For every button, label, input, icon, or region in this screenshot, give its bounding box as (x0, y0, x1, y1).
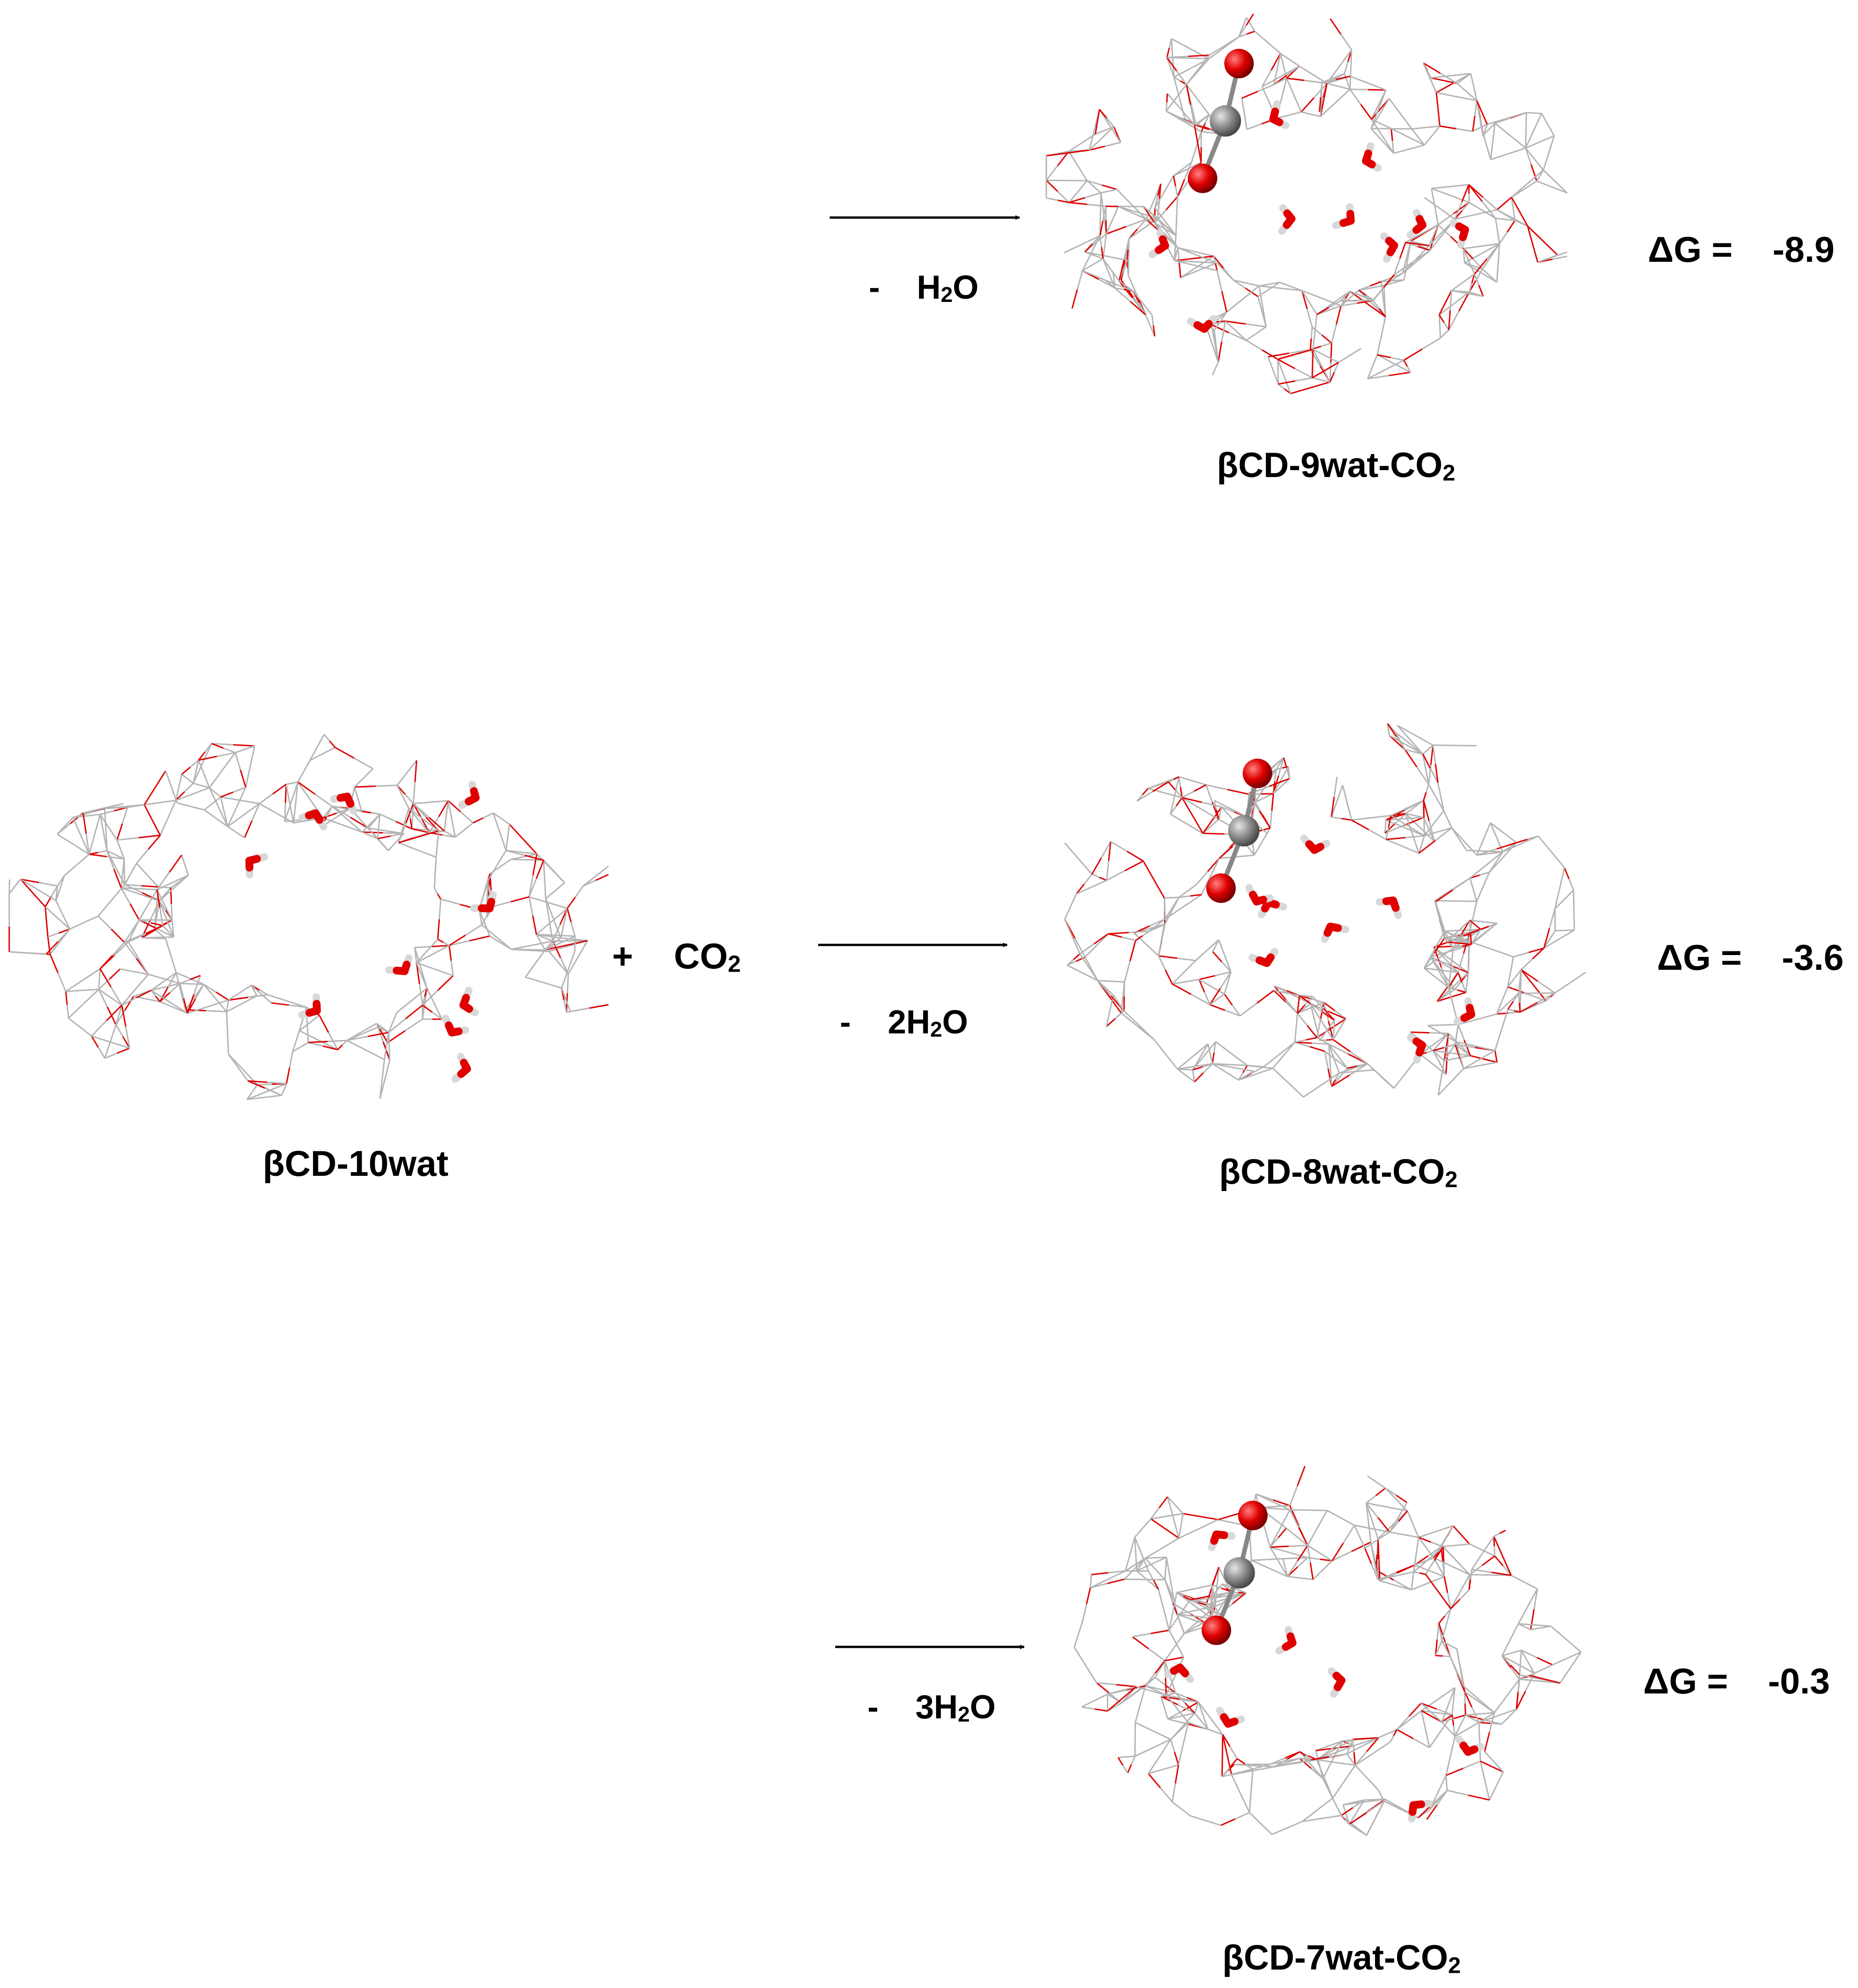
water-molecule (1407, 1034, 1426, 1064)
condition-r2: - 2H2O (840, 1004, 968, 1042)
co2-reagent: CO2 (674, 936, 741, 977)
water-molecule (1275, 1626, 1297, 1655)
co2-molecule (1202, 1500, 1268, 1645)
water-molecule (1164, 1664, 1194, 1683)
product-label-r1: βCD-9wat-CO2 (1217, 446, 1456, 486)
water-molecule (1408, 1799, 1433, 1823)
water-molecule (1327, 1667, 1345, 1698)
product-label-r3: βCD-7wat-CO2 (1222, 1938, 1461, 1978)
reactant-label: βCD-10wat (263, 1145, 448, 1181)
reactant-name: βCD-10wat (263, 1143, 449, 1184)
water-molecule (1248, 948, 1279, 967)
water-molecule (1300, 834, 1330, 854)
water-molecule (1375, 897, 1402, 919)
water-molecule (298, 993, 321, 1019)
molecule-bcd-7wat-co2 (1074, 1466, 1582, 1836)
delta-g-value-r3: -0.3 (1768, 1661, 1830, 1701)
water-molecule (442, 1014, 469, 1037)
water-molecule (1406, 209, 1427, 239)
water-molecule (1208, 1530, 1236, 1551)
water-molecule (470, 891, 497, 913)
water-molecule (458, 780, 480, 809)
water-molecule (298, 809, 328, 831)
water-molecule (1449, 219, 1469, 249)
molecule-bcd-8wat-co2 (1064, 723, 1586, 1098)
condition-r1: - H2O (869, 269, 979, 307)
water-molecule (451, 1053, 471, 1083)
molecule-bcd-9wat-co2 (1045, 13, 1568, 395)
product-label-r2: βCD-8wat-CO2 (1219, 1152, 1458, 1192)
water-molecule (385, 954, 413, 975)
co2-molecule (1188, 48, 1254, 193)
water-molecule (1380, 232, 1398, 263)
plus-sign: + (612, 936, 633, 976)
water-molecule (1269, 100, 1290, 130)
water-molecule (1258, 898, 1287, 919)
molecule-bcd-10wat (8, 734, 609, 1100)
delta-g-r1: ΔG = -8.9 (1648, 229, 1835, 270)
delta-g-r2: ΔG = -3.6 (1657, 937, 1844, 978)
water-molecule (1216, 1707, 1245, 1728)
water-molecule (1332, 203, 1355, 230)
water-molecule (1455, 1735, 1485, 1756)
water-molecule (1278, 204, 1296, 235)
co2-molecule (1206, 758, 1273, 903)
water-molecule (1453, 997, 1475, 1026)
water-molecule (1321, 922, 1350, 943)
delta-g-value-r2: -3.6 (1781, 937, 1844, 978)
water-molecule (1245, 884, 1274, 906)
water-molecule (459, 986, 479, 1016)
delta-g-value-r1: -8.9 (1772, 229, 1835, 270)
water-molecule (1186, 315, 1217, 333)
delta-g-r3: ΔG = -0.3 (1643, 1661, 1830, 1701)
condition-r3: - 3H2O (867, 1689, 996, 1727)
water-molecule (1362, 142, 1382, 172)
water-molecule (330, 792, 357, 815)
water-molecule (1148, 229, 1169, 259)
water-molecule (245, 853, 268, 879)
